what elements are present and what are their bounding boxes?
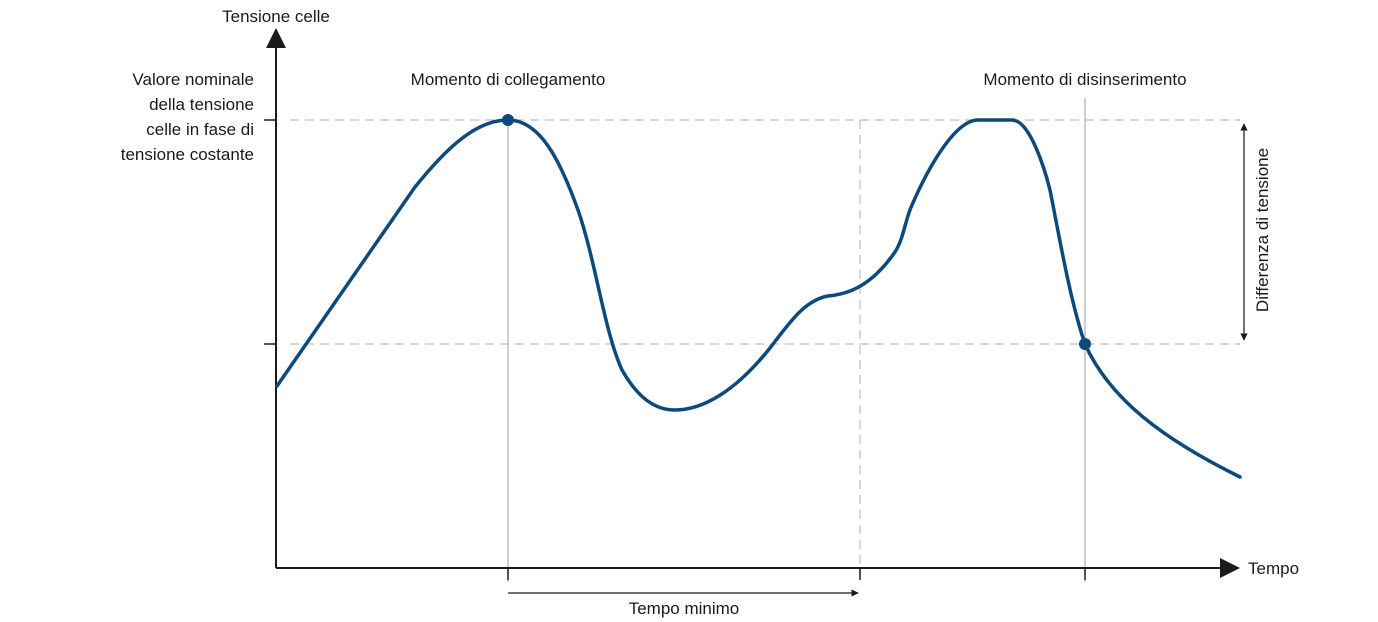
connect-point [502, 114, 514, 126]
nominal-label-line-3: celle in fase di [146, 120, 254, 139]
minimum-time-label: Tempo minimo [629, 599, 740, 618]
x-axis-title: Tempo [1248, 559, 1299, 578]
y-axis-title: Tensione celle [222, 7, 330, 26]
voltage-difference-label: Differenza di tensione [1253, 148, 1272, 312]
disconnect-point [1079, 338, 1091, 350]
connect-moment-label: Momento di collegamento [411, 70, 606, 89]
nominal-label-line-4: tensione costante [121, 145, 254, 164]
nominal-label-line-1: Valore nominale [132, 70, 254, 89]
nominal-label-line-2: della tensione [149, 95, 254, 114]
disconnect-moment-label: Momento di disinserimento [983, 70, 1186, 89]
cell-voltage-curve [275, 118, 1242, 479]
